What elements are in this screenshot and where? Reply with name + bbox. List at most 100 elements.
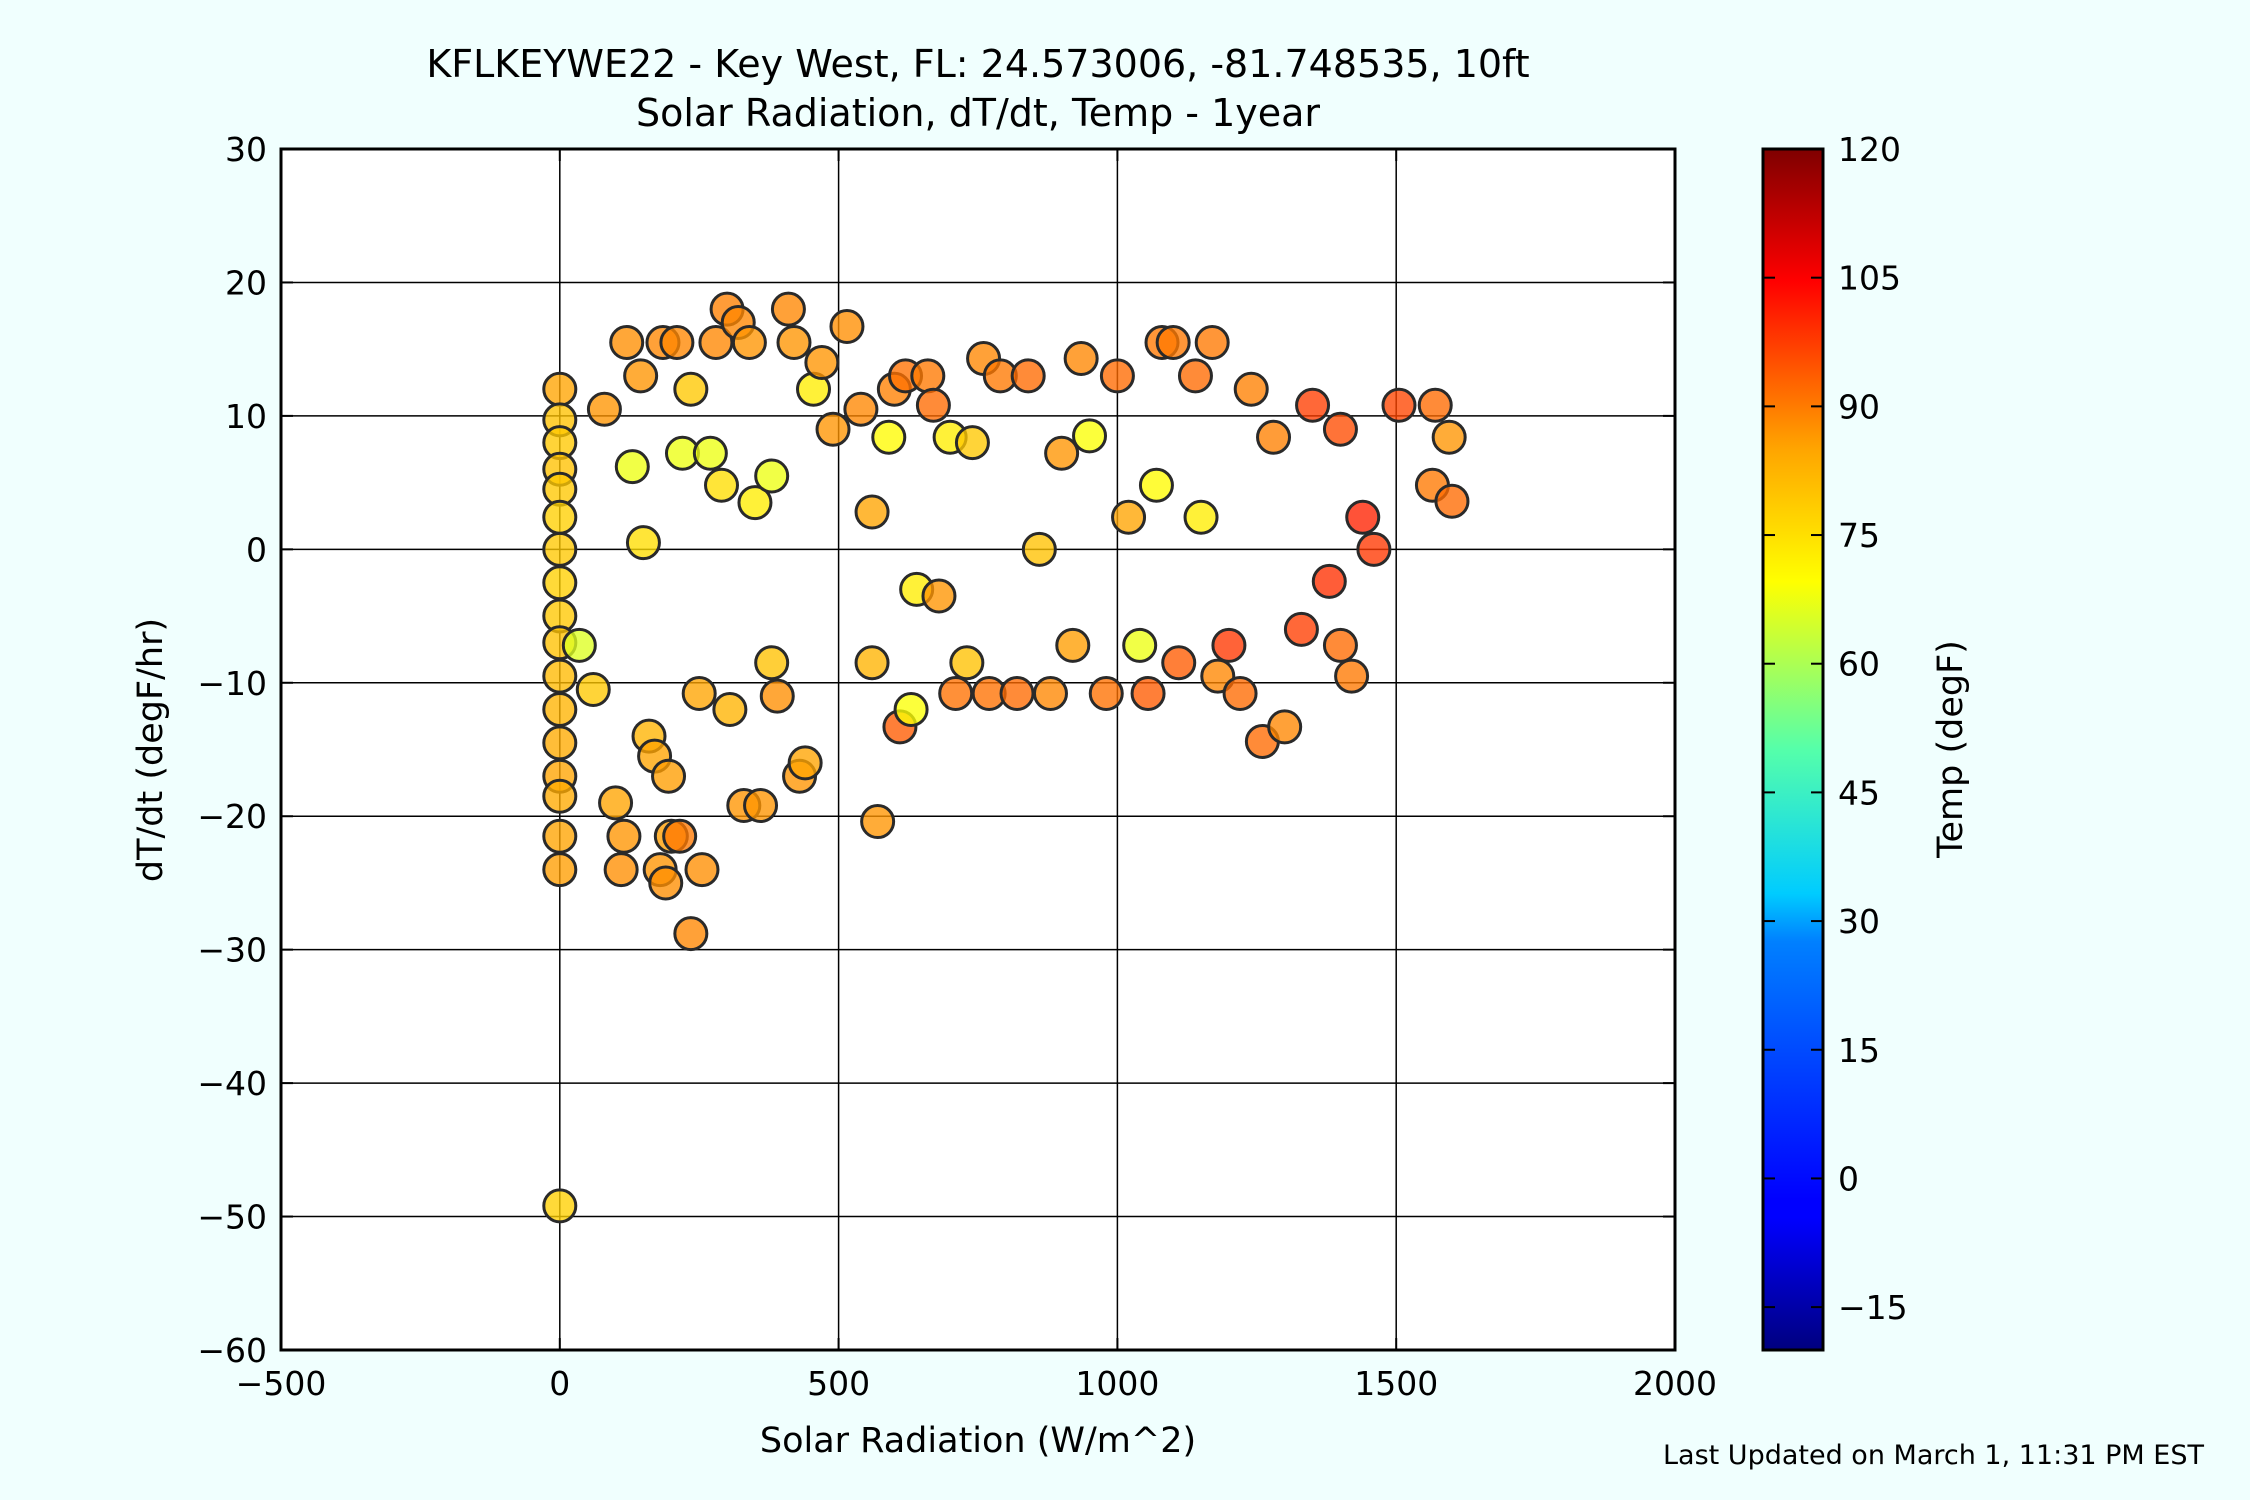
data-point <box>684 852 720 888</box>
y-tick-label: −50 <box>197 1198 267 1237</box>
data-point <box>1032 675 1068 711</box>
last-updated-text: Last Updated on March 1, 11:31 PM EST <box>1663 1440 2205 1471</box>
colorbar-tick-label: 105 <box>1838 259 1901 298</box>
data-point <box>1194 324 1230 360</box>
data-point <box>1088 675 1124 711</box>
colorbar-tick-label: 0 <box>1838 1159 1859 1198</box>
data-point <box>1021 531 1057 567</box>
x-tick-label: 1500 <box>1354 1364 1438 1403</box>
colorbar-gradient <box>1761 147 1825 1352</box>
data-point <box>759 678 795 714</box>
data-point <box>1222 675 1258 711</box>
data-point <box>1044 435 1080 471</box>
data-point <box>871 419 907 455</box>
colorbar-tick-label: 30 <box>1838 902 1880 941</box>
colorbar-tick-label: −15 <box>1838 1288 1908 1327</box>
data-point <box>893 691 929 727</box>
data-point <box>542 565 578 601</box>
data-point <box>854 494 890 530</box>
data-point <box>673 916 709 952</box>
data-point <box>731 324 767 360</box>
data-point <box>673 371 709 407</box>
data-point <box>586 391 622 427</box>
data-point <box>1431 419 1467 455</box>
data-point <box>662 818 698 854</box>
data-point <box>787 745 823 781</box>
data-point <box>542 691 578 727</box>
data-point <box>1233 371 1269 407</box>
y-axis-label: dT/dt (degF/hr) <box>131 618 171 882</box>
data-point <box>1063 341 1099 377</box>
plot-area: −500 0 500 1000 1500 2000 −60 −50 −40 −30 −20 −10 0… <box>197 130 1717 1403</box>
data-point <box>1099 358 1135 394</box>
x-tick-label: 0 <box>549 1364 570 1403</box>
x-tick-label: −500 <box>236 1364 327 1403</box>
colorbar-tick-label: 60 <box>1838 645 1880 684</box>
colorbar-tick-label: 90 <box>1838 387 1880 426</box>
colorbar: −15 0 15 30 45 60 75 90 105 120 Temp (degF) <box>1761 130 1971 1352</box>
data-point <box>542 531 578 567</box>
colorbar-label: Temp (degF) <box>1931 640 1971 859</box>
data-point <box>609 324 645 360</box>
data-point <box>1122 627 1158 663</box>
data-point <box>1072 418 1108 454</box>
data-point <box>938 675 974 711</box>
data-point <box>1010 358 1046 394</box>
data-point <box>712 691 748 727</box>
y-tick-label: −30 <box>197 931 267 970</box>
data-point <box>575 671 611 707</box>
data-point <box>542 1188 578 1224</box>
data-point <box>949 645 985 681</box>
data-point <box>561 627 597 663</box>
data-point <box>542 818 578 854</box>
x-tick-label: 2000 <box>1633 1364 1717 1403</box>
data-point <box>1161 645 1197 681</box>
data-point <box>737 485 773 521</box>
data-point <box>542 852 578 888</box>
data-point <box>804 345 840 381</box>
plot-frame <box>279 147 1677 1352</box>
data-point <box>1311 563 1347 599</box>
data-point <box>776 324 812 360</box>
data-point <box>1417 387 1453 423</box>
data-point <box>1183 499 1219 535</box>
data-point <box>1381 387 1417 423</box>
colorbar-tick-label: 75 <box>1838 516 1880 555</box>
colorbar-ticks: −15 0 15 30 45 60 75 90 105 120 <box>1763 130 1908 1327</box>
colorbar-tick-label: 45 <box>1838 773 1880 812</box>
data-point <box>542 371 578 407</box>
data-point <box>651 758 687 794</box>
data-point <box>1283 611 1319 647</box>
data-point <box>1295 387 1331 423</box>
data-point <box>648 865 684 901</box>
y-tick-label: −40 <box>197 1064 267 1103</box>
data-point <box>542 499 578 535</box>
y-tick-label: −60 <box>197 1331 267 1370</box>
data-point <box>1130 675 1166 711</box>
chart-title: KFLKEYWE22 - Key West, FL: 24.573006, -8… <box>426 42 1529 86</box>
data-point <box>921 578 957 614</box>
data-point <box>999 675 1035 711</box>
y-tick-label: −20 <box>197 797 267 836</box>
data-point <box>1155 324 1191 360</box>
data-point <box>1322 411 1358 447</box>
data-point <box>770 291 806 327</box>
data-point <box>954 425 990 461</box>
y-tick-label: 30 <box>225 130 267 169</box>
data-point <box>815 411 851 447</box>
data-point <box>1177 358 1213 394</box>
data-point <box>854 645 890 681</box>
data-point <box>1211 627 1247 663</box>
plot-background <box>281 149 1675 1350</box>
data-point <box>1267 709 1303 745</box>
data-point <box>623 358 659 394</box>
data-point <box>542 778 578 814</box>
data-point <box>743 788 779 824</box>
data-point <box>659 324 695 360</box>
data-point <box>915 387 951 423</box>
x-tick-label: 500 <box>807 1364 870 1403</box>
data-point <box>1256 419 1292 455</box>
chart-subtitle: Solar Radiation, dT/dt, Temp - 1year <box>636 91 1320 135</box>
data-point <box>614 449 650 485</box>
